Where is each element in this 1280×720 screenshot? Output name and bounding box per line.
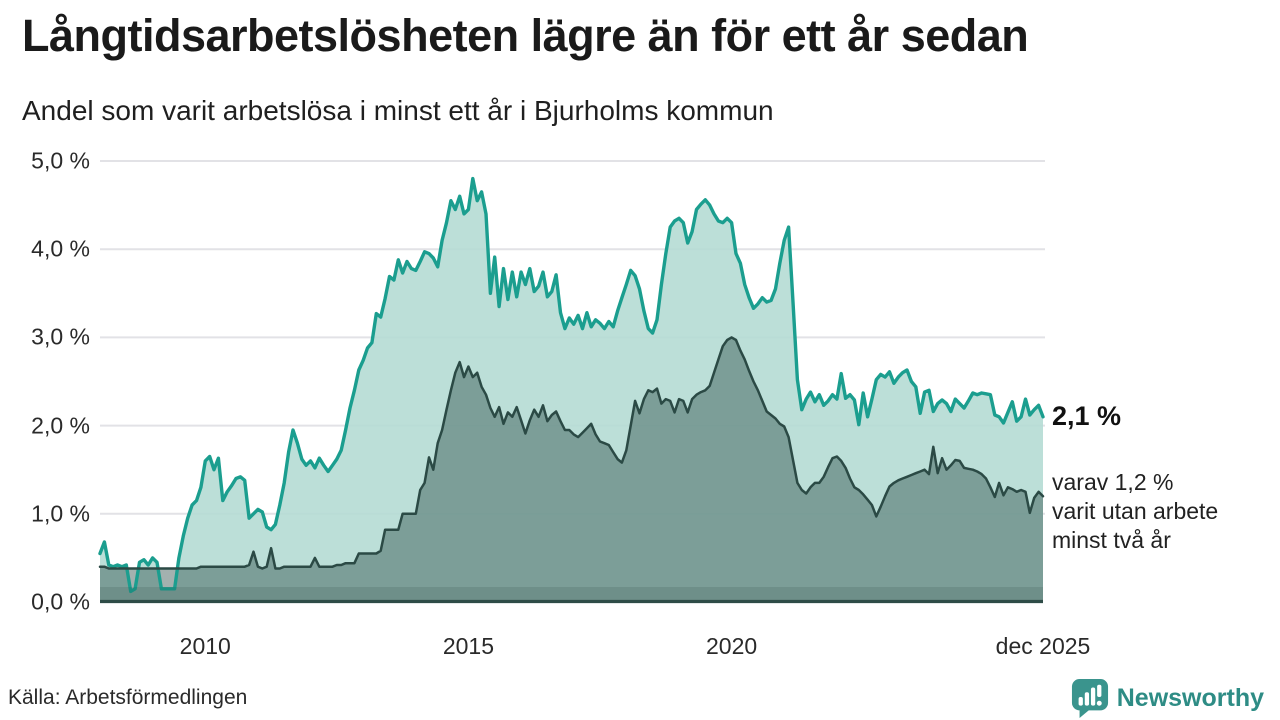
y-axis-label: 4,0 % [31,235,90,262]
baseline-band [100,587,1043,602]
secondary-value-line: varit utan arbete [1052,498,1219,524]
y-axis-label: 1,0 % [31,500,90,527]
y-axis-label: 5,0 % [31,147,90,174]
y-axis-label: 3,0 % [31,323,90,350]
line-min-two-years [98,336,1045,570]
bar-chart-speech-bubble-icon [1071,679,1108,718]
x-axis-label: 2015 [442,633,495,659]
page-title: Långtidsarbetslösheten lägre än för ett … [22,10,1029,61]
x-axis-label: dec 2025 [995,633,1091,659]
source-note: Källa: Arbetsförmedlingen [8,686,248,709]
y-axis-label: 2,0 % [31,412,90,439]
area-fill-min-one-year [100,178,1043,602]
x-axis-label: 2010 [179,633,231,659]
chart-subtitle: Andel som varit arbetslösa i minst ett å… [22,95,774,126]
newsworthy-logo-text: Newsworthy [1116,683,1264,712]
secondary-value-label: varav 1,2 % varit utan arbete minst två … [1052,468,1218,555]
area-fill-min-two-years [100,337,1043,602]
y-axis-label: 0,0 % [31,588,90,615]
secondary-value-line: minst två år [1052,527,1171,553]
line-min-one-year [98,176,1045,594]
current-value-label: 2,1 % [1052,401,1122,431]
secondary-value-line: varav 1,2 % [1052,469,1174,495]
newsworthy-logo: Newsworthy [1071,678,1264,718]
x-axis-label: 2020 [705,633,758,659]
